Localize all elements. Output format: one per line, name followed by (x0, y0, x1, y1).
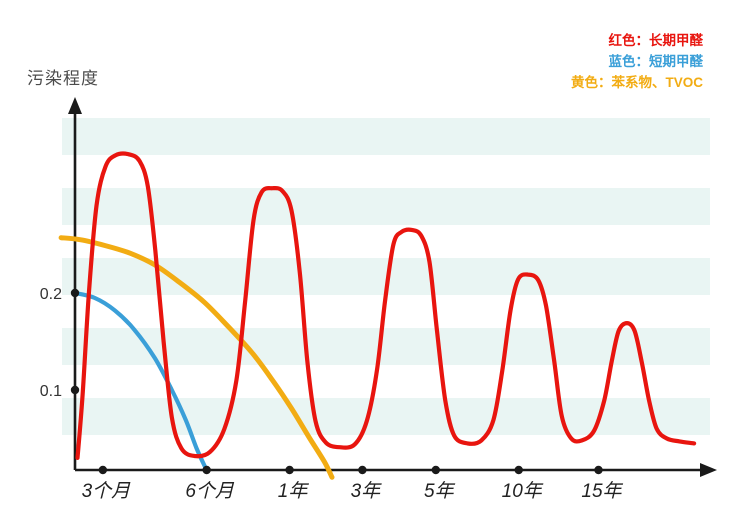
x-tick-label: 5年 (424, 480, 456, 502)
x-tick-dot (98, 465, 108, 475)
legend-item-benzene-tvoc: 黄色：苯系物、TVOC (570, 75, 703, 90)
series-line-短期甲醛 (72, 290, 208, 470)
x-tick-label: 1年 (278, 480, 310, 502)
background-stripe (62, 328, 710, 365)
background-stripe (62, 188, 710, 225)
y-tick-dot (70, 288, 80, 298)
x-tick-dot (431, 465, 441, 475)
x-tick-dot (594, 465, 603, 475)
legend-item-short-term-formaldehyde: 蓝色：短期甲醛 (608, 54, 704, 69)
x-tick-label: 10年 (502, 480, 544, 502)
legend-item-long-term-formaldehyde: 红色：长期甲醛 (608, 33, 704, 48)
legend: 红色：长期甲醛 蓝色：短期甲醛 黄色：苯系物、TVOC (571, 30, 703, 93)
series-line-苯系物、TVOC (58, 235, 335, 480)
x-tick-label: 6个月 (185, 481, 235, 502)
background-stripe (62, 398, 710, 435)
x-tick-dot (358, 465, 367, 475)
x-tick-label: 3年 (351, 480, 383, 502)
x-axis-arrow (700, 463, 717, 477)
x-tick-label: 15年 (581, 480, 623, 502)
x-tick-dot (285, 465, 294, 475)
x-tick-dot (514, 465, 523, 475)
y-tick-dot (70, 385, 80, 395)
y-tick-label: 0.2 (40, 286, 62, 303)
x-tick-dot (202, 465, 211, 475)
y-tick-label: 0.1 (40, 383, 62, 400)
background-stripe (62, 118, 710, 155)
series-line-长期甲醛 (75, 151, 697, 460)
y-axis-arrow (68, 97, 82, 114)
y-axis-title: 污染程度 (27, 69, 99, 88)
x-tick-label: 3个月 (82, 481, 132, 502)
